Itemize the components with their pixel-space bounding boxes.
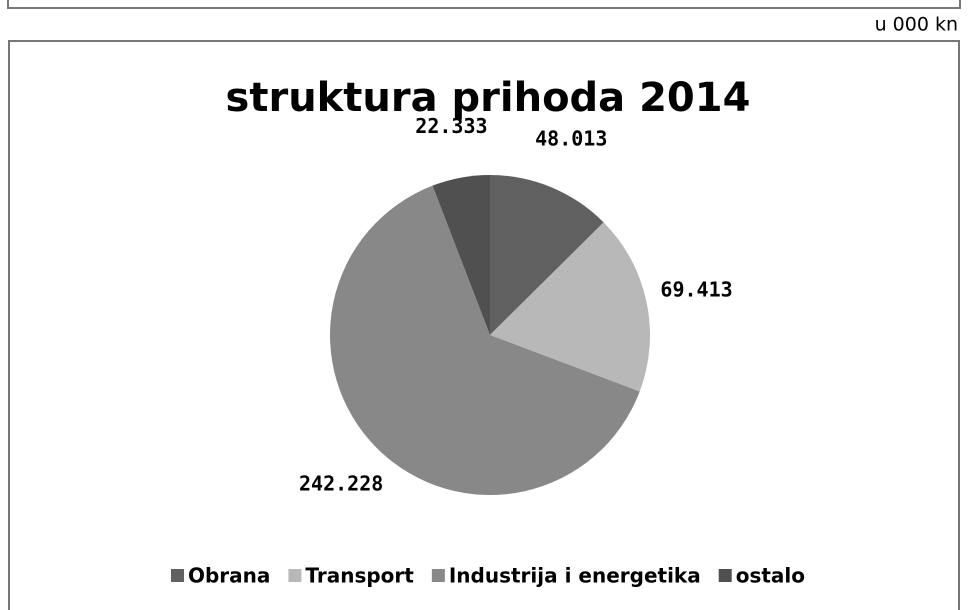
data-label: 22.333 — [415, 114, 487, 138]
legend-swatch — [431, 569, 445, 582]
prev-frame — [7, 0, 961, 9]
data-label: 242.228 — [299, 471, 383, 495]
legend-label: Obrana — [188, 564, 270, 588]
legend-swatch — [288, 569, 302, 582]
legend-swatch — [718, 569, 732, 582]
pie-slice — [490, 222, 650, 392]
unit-note: u 000 kn — [875, 14, 958, 36]
pie-slice — [329, 185, 640, 495]
legend-swatch — [170, 569, 184, 582]
data-label: 69.413 — [660, 277, 732, 301]
pie-slice — [490, 175, 604, 335]
legend-label: Transport — [305, 564, 414, 588]
data-label: 48.013 — [535, 127, 607, 151]
legend-label: Industrija i energetika — [449, 564, 701, 588]
pie-slice — [432, 175, 490, 335]
chart-title: struktura prihoda 2014 — [226, 75, 751, 121]
legend-label: ostalo — [736, 564, 805, 588]
